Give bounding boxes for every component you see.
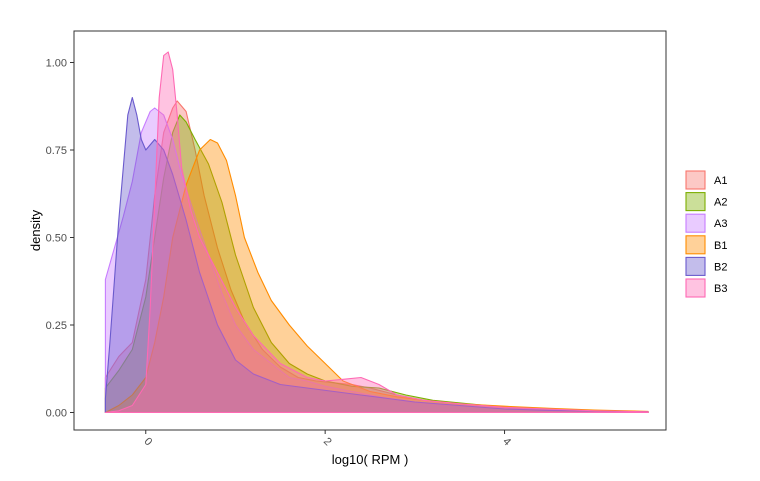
legend-key-b2 (685, 256, 706, 276)
density-area-a3 (104, 107, 649, 414)
density-area-b2 (104, 96, 649, 414)
legend-key-b1 (685, 235, 706, 255)
legend: A1 A2 A3 B1 B2 B3 (685, 170, 727, 298)
legend-key-a3 (685, 213, 706, 233)
plot-panel-border (73, 30, 667, 431)
y-tick-label: 0.50 (46, 233, 67, 245)
y-tick-label: 0.25 (46, 320, 67, 332)
series-layer (104, 51, 649, 414)
legend-label-a3: A3 (714, 218, 727, 230)
y-axis-title: density (28, 209, 43, 251)
legend-label-b3: B3 (714, 283, 727, 295)
y-axis: 0.00 0.25 0.50 0.75 1.00 (46, 58, 74, 420)
legend-key-a2 (685, 192, 706, 212)
legend-label-a2: A2 (714, 197, 727, 209)
y-tick-label: 0.75 (46, 145, 67, 157)
x-axis: 0 2 4 (141, 430, 513, 448)
density-area-b3 (104, 51, 649, 414)
x-axis-title: log10( RPM ) (332, 452, 409, 467)
legend-key-b3 (685, 278, 706, 298)
x-tick-label: 4 (500, 435, 513, 448)
legend-label-a1: A1 (714, 175, 727, 187)
x-tick-label: 2 (321, 435, 334, 448)
density-area-b1 (104, 138, 649, 414)
legend-key-a1 (685, 170, 706, 190)
y-tick-label: 0.00 (46, 408, 67, 420)
x-tick-label: 0 (141, 435, 154, 448)
legend-label-b2: B2 (714, 261, 727, 273)
y-tick-label: 1.00 (46, 58, 67, 70)
legend-label-b1: B1 (714, 240, 727, 252)
